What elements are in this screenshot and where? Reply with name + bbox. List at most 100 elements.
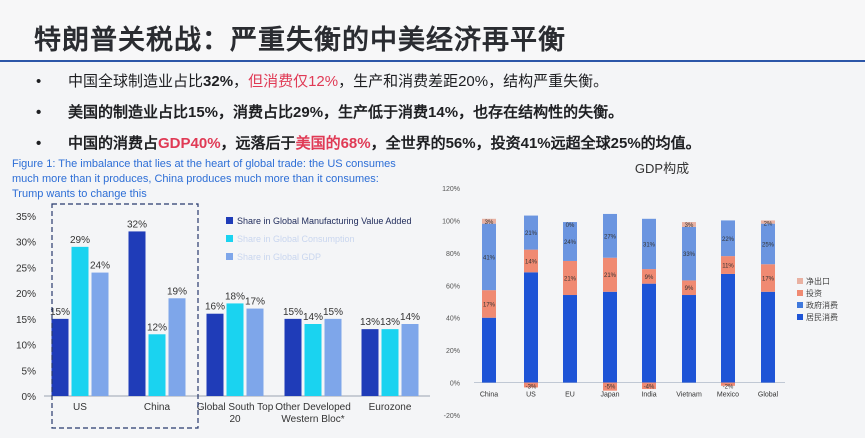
bar-mexico-investment — [721, 256, 735, 274]
y-tick-label: 35% — [16, 212, 36, 223]
legend-swatch — [797, 314, 803, 320]
bar-value-label: 15% — [283, 307, 303, 318]
legend-swatch — [797, 290, 803, 296]
legend-label: Share in Global Manufacturing Value Adde… — [237, 216, 411, 226]
bar-mexico-household — [721, 273, 735, 383]
bar-japan-household — [603, 291, 617, 383]
legend-label: 政府消费 — [806, 300, 838, 310]
y-tick-label: 20% — [16, 289, 36, 300]
bullet-1-seg-3: ， — [233, 73, 249, 90]
legend-swatch — [226, 253, 233, 260]
bar-global-south-top-20-series-1 — [206, 313, 224, 396]
x-category-label: Eurozone — [369, 402, 412, 413]
x-category-label: Vietnam — [676, 392, 702, 399]
y-tick-label: 80% — [446, 251, 460, 258]
bar-value-label: 3% — [485, 220, 494, 226]
bar-value-label: 27% — [604, 234, 617, 240]
bar-value-label: 9% — [645, 275, 654, 281]
bar-india-investment — [642, 269, 656, 284]
bar-us-net-export — [524, 382, 538, 388]
bullet-list: • 中国全球制造业占比32%，但消费仅12%，生产和消费差距20%，结构严重失衡… — [36, 66, 856, 159]
y-tick-label: 0% — [22, 392, 37, 403]
bar-china-household — [482, 317, 496, 383]
bar-other-developed-western-bloc--series-1 — [284, 318, 302, 396]
x-category-label: EU — [565, 392, 575, 399]
x-category-label: Mexico — [717, 392, 739, 399]
bar-global-government — [761, 223, 775, 265]
bar-eu-investment — [563, 260, 577, 296]
bar-china-series-1 — [128, 231, 146, 396]
legend-label: Share in Global Consumption — [237, 234, 355, 244]
x-category-label: China — [144, 402, 171, 413]
caption-line-2: much more than it produces, China produc… — [12, 173, 379, 185]
bar-value-label: 13% — [380, 317, 400, 328]
bar-value-label: 21% — [604, 273, 617, 279]
bar-value-label: 11% — [722, 264, 734, 270]
highlight-box — [51, 203, 199, 429]
bullet-1-seg-1: 中国全球制造业占比 — [68, 73, 204, 90]
bar-vietnam-government — [682, 226, 696, 281]
bar-value-label: 2% — [764, 221, 773, 227]
bar-india-government — [642, 218, 656, 270]
bar-value-label: 22% — [722, 237, 735, 243]
bullet-3-seg-1: 中国的消费占 — [68, 135, 159, 152]
bullet-2: • 美国的制造业占比15%，消费占比29%，生产低于消费14%，也存在结构性的失… — [36, 97, 856, 128]
bar-value-label: -4% — [644, 385, 655, 391]
bar-value-label: 29% — [70, 235, 90, 246]
bar-value-label: 3% — [685, 223, 694, 229]
bar-value-label: 33% — [683, 252, 696, 258]
x-category-label: 20 — [229, 414, 241, 425]
bullet-1: • 中国全球制造业占比32%，但消费仅12%，生产和消费差距20%，结构严重失衡… — [36, 66, 856, 97]
bullet-dot: • — [36, 135, 42, 152]
x-category-label: India — [641, 392, 656, 399]
bar-global-investment — [761, 264, 775, 292]
bar-value-label: 25% — [762, 242, 775, 248]
title-bar — [0, 0, 865, 60]
legend-swatch — [226, 235, 233, 242]
y-tick-label: 25% — [16, 263, 36, 274]
bar-us-government — [524, 215, 538, 250]
figure-caption: Figure 1: The imbalance that lies at the… — [12, 157, 432, 202]
x-category-label: Global — [758, 392, 779, 399]
page-title: 特朗普关税战：严重失衡的中美经济再平衡 — [34, 25, 566, 55]
bar-value-label: -3% — [526, 385, 537, 391]
bar-china-series-3 — [168, 298, 186, 396]
y-tick-label: 5% — [22, 366, 37, 377]
bar-value-label: 14% — [525, 259, 538, 265]
y-tick-label: -20% — [444, 413, 460, 420]
bar-value-label: 31% — [643, 242, 656, 248]
bullet-3-seg-5: ，全世界的56%，投资41%远超全球25%的均值。 — [370, 135, 701, 152]
bar-global-south-top-20-series-3 — [246, 308, 264, 396]
share-bar-chart: 0% 5% 10% 15% 20% 25% 30% 35% 15% 32% 16% 15% 13% 29%… — [16, 203, 430, 429]
bar-vietnam-investment — [682, 280, 696, 296]
bar-value-label: 0% — [566, 223, 575, 229]
legend-swatch — [226, 217, 233, 224]
bar-other-developed-western-bloc--series-2 — [304, 324, 322, 396]
legend-label: 居民消费 — [806, 312, 838, 322]
bar-japan-net-export — [603, 382, 617, 391]
x-category-label: US — [526, 392, 536, 399]
bar-value-label: 14% — [400, 312, 420, 323]
bar-global-net-export — [761, 220, 775, 224]
bullet-3-text: 中国的消费占GDP40%，远落后于美国的68%，全世界的56%，投资41%远超全… — [68, 128, 701, 159]
bar-us-investment — [524, 249, 538, 273]
bar-value-label: 24% — [564, 240, 577, 246]
bar-value-label: 9% — [685, 286, 694, 292]
x-category-label: US — [73, 402, 87, 413]
y-tick-label: 120% — [442, 186, 460, 193]
caption-line-1: Figure 1: The imbalance that lies at the… — [12, 158, 396, 170]
bar-value-label: -2% — [723, 385, 734, 391]
bullet-3-seg-4: 美国的68% — [295, 135, 371, 152]
bar-value-label: 32% — [127, 219, 147, 230]
bar-other-developed-western-bloc--series-3 — [324, 318, 342, 396]
bar-china-government — [482, 223, 496, 291]
y-tick-label: 60% — [446, 283, 460, 290]
bar-value-label: 13% — [360, 317, 380, 328]
x-category-label: Japan — [600, 392, 619, 399]
x-category-label: Other Developed — [275, 402, 351, 413]
bar-value-label: 18% — [225, 291, 245, 302]
caption-line-3: Trump wants to change this — [12, 188, 147, 200]
bar-us-household — [524, 272, 538, 383]
bar-us-series-1 — [51, 318, 69, 396]
legend-label: Share in Global GDP — [237, 252, 321, 262]
